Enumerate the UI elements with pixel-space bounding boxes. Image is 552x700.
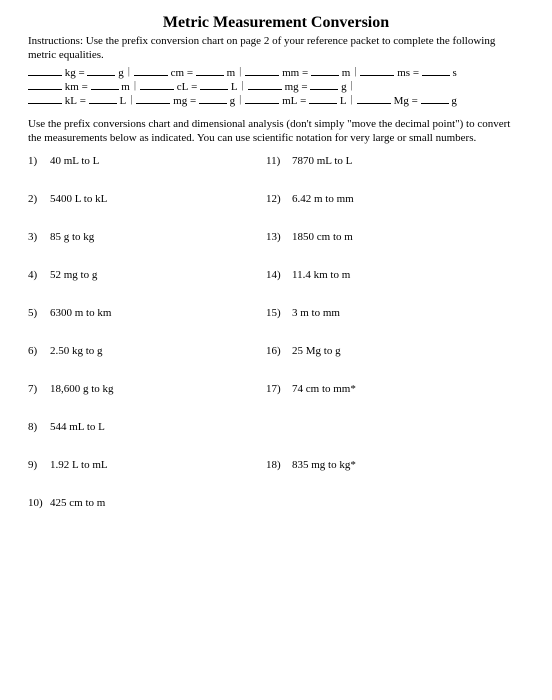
equality-cell: kg = g bbox=[28, 65, 124, 79]
problem-text: 2.50 kg to g bbox=[46, 345, 103, 357]
equality-cell: ms = s bbox=[360, 65, 456, 79]
problem-text: 544 mL to L bbox=[46, 421, 105, 433]
problem-number: 8) bbox=[28, 421, 46, 433]
problem-number: 1) bbox=[28, 155, 46, 167]
equality-cell: kL = L bbox=[28, 93, 126, 107]
problem-number: 12) bbox=[266, 193, 288, 205]
problem-text bbox=[288, 421, 292, 433]
instructions-text: Instructions: Use the prefix conversion … bbox=[28, 34, 524, 63]
problem-row: 1)40 mL to L 11)7870 mL to L bbox=[28, 155, 524, 167]
problem-number: 14) bbox=[266, 269, 288, 281]
problem-number: 2) bbox=[28, 193, 46, 205]
body-instructions: Use the prefix conversions chart and dim… bbox=[28, 117, 524, 146]
problem-number: 11) bbox=[266, 155, 288, 167]
problem-number: 16) bbox=[266, 345, 288, 357]
problem-row: 6)2.50 kg to g 16)25 Mg to g bbox=[28, 345, 524, 357]
problem-text: 74 cm to mm* bbox=[288, 383, 356, 395]
problem-row: 10)425 cm to m bbox=[28, 497, 524, 509]
problem-row: 9)1.92 L to mL 18)835 mg to kg* bbox=[28, 459, 524, 471]
problem-number: 13) bbox=[266, 231, 288, 243]
problem-row: 7)18,600 g to kg 17)74 cm to mm* bbox=[28, 383, 524, 395]
problem-text: 6.42 m to mm bbox=[288, 193, 354, 205]
problem-text: 25 Mg to g bbox=[288, 345, 341, 357]
problem-number: 9) bbox=[28, 459, 46, 471]
problem-text: 835 mg to kg* bbox=[288, 459, 356, 471]
problem-number: 10) bbox=[28, 497, 46, 509]
problem-number bbox=[266, 497, 288, 509]
equality-cell: mg = g bbox=[248, 79, 347, 93]
problem-number: 7) bbox=[28, 383, 46, 395]
problem-text: 11.4 km to m bbox=[288, 269, 350, 281]
problem-text: 7870 mL to L bbox=[288, 155, 352, 167]
problem-row: 2)5400 L to kL 12)6.42 m to mm bbox=[28, 193, 524, 205]
problem-text: 52 mg to g bbox=[46, 269, 97, 281]
equalities-row: kL = L | mg = g | mL = L | Mg = g bbox=[28, 93, 524, 107]
problem-text: 85 g to kg bbox=[46, 231, 94, 243]
problems-list: 1)40 mL to L 11)7870 mL to L 2)5400 L to… bbox=[28, 155, 524, 509]
problem-text bbox=[288, 497, 292, 509]
equality-cell: mm = m bbox=[245, 65, 350, 79]
problem-text: 6300 m to km bbox=[46, 307, 111, 319]
worksheet-page: Metric Measurement Conversion Instructio… bbox=[0, 0, 552, 533]
equality-cell: mg = g bbox=[136, 93, 235, 107]
equality-cell: cL = L bbox=[140, 79, 238, 93]
problem-text: 5400 L to kL bbox=[46, 193, 107, 205]
problem-number bbox=[266, 421, 288, 433]
equality-cell: mL = L bbox=[245, 93, 346, 107]
equalities-row: km = m | cL = L | mg = g | xx = x bbox=[28, 79, 524, 93]
problem-row: 8)544 mL to L bbox=[28, 421, 524, 433]
problem-number: 17) bbox=[266, 383, 288, 395]
problem-number: 3) bbox=[28, 231, 46, 243]
problem-text: 425 cm to m bbox=[46, 497, 105, 509]
page-title: Metric Measurement Conversion bbox=[28, 14, 524, 32]
problem-number: 15) bbox=[266, 307, 288, 319]
problem-row: 3)85 g to kg 13)1850 cm to m bbox=[28, 231, 524, 243]
problem-row: 5)6300 m to km 15)3 m to mm bbox=[28, 307, 524, 319]
problem-number: 4) bbox=[28, 269, 46, 281]
equality-cell: Mg = g bbox=[357, 93, 457, 107]
problem-text: 1.92 L to mL bbox=[46, 459, 108, 471]
problem-text: 1850 cm to m bbox=[288, 231, 353, 243]
problem-number: 18) bbox=[266, 459, 288, 471]
problem-number: 6) bbox=[28, 345, 46, 357]
problem-text: 3 m to mm bbox=[288, 307, 340, 319]
problem-number: 5) bbox=[28, 307, 46, 319]
problem-text: 18,600 g to kg bbox=[46, 383, 114, 395]
problem-text: 40 mL to L bbox=[46, 155, 99, 167]
equalities-table: kg = g | cm = m | mm = m | ms = s km = m… bbox=[28, 65, 524, 107]
equalities-row: kg = g | cm = m | mm = m | ms = s bbox=[28, 65, 524, 79]
equality-cell: cm = m bbox=[134, 65, 235, 79]
problem-row: 4)52 mg to g 14)11.4 km to m bbox=[28, 269, 524, 281]
equality-cell: km = m bbox=[28, 79, 130, 93]
